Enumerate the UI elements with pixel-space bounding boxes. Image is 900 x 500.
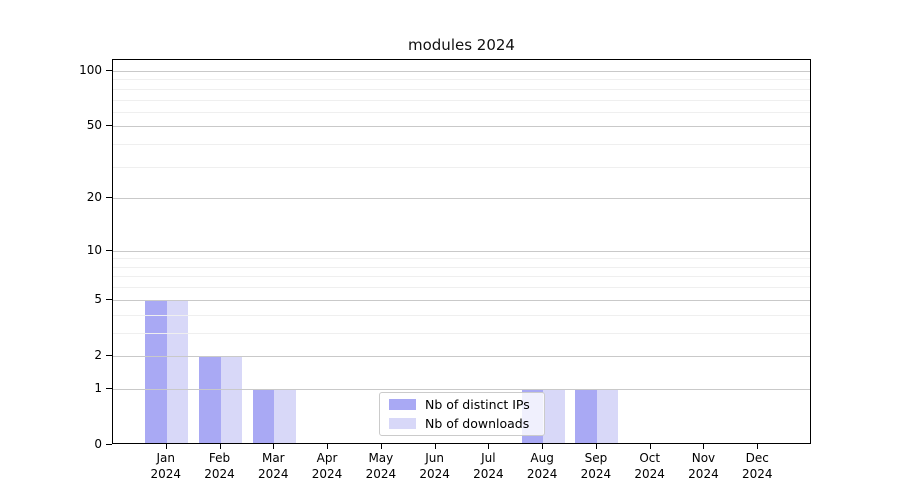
month-label: Dec	[745, 451, 769, 465]
x-tick-label: Jul 2024	[446, 450, 530, 482]
year-label: 2024	[150, 467, 182, 481]
chart-title: modules 2024	[408, 36, 515, 54]
y-tick-label: 0	[94, 437, 102, 451]
month-label: Mar	[261, 451, 285, 465]
month-label: Aug	[530, 451, 554, 465]
bar-downloads	[543, 388, 565, 443]
year-label: 2024	[365, 467, 397, 481]
year-label: 2024	[204, 467, 235, 481]
x-tick-mark	[595, 444, 597, 449]
y-tick-label: 2	[94, 347, 102, 362]
bars-layer	[113, 60, 810, 443]
year-label: 2024	[580, 467, 612, 481]
x-tick-label: Nov 2024	[661, 450, 745, 482]
x-tick-label: Apr 2024	[285, 450, 369, 482]
month-label: Jun	[425, 451, 444, 465]
x-tick-mark	[757, 444, 759, 449]
x-tick-mark	[649, 444, 651, 449]
x-tick-label: May 2024	[339, 450, 423, 482]
legend: Nb of distinct IPs Nb of downloads	[379, 392, 545, 436]
y-tick-mark	[106, 70, 112, 71]
x-tick-label: Jan 2024	[124, 450, 208, 482]
year-label: 2024	[634, 467, 665, 481]
x-tick-label: Feb 2024	[178, 450, 262, 482]
month-label: May	[368, 451, 394, 465]
bar-downloads	[596, 388, 619, 443]
bar-downloads	[220, 355, 243, 443]
month-label: Oct	[639, 451, 661, 465]
x-tick-mark	[542, 444, 544, 449]
bar-downloads	[274, 388, 296, 443]
x-tick-mark	[165, 444, 167, 449]
bar-downloads	[166, 299, 189, 443]
year-label: 2024	[473, 467, 504, 481]
x-tick-label: Oct 2024	[608, 450, 692, 482]
month-label: Feb	[208, 451, 231, 465]
x-tick-mark	[327, 444, 329, 449]
y-tick-mark	[106, 387, 112, 389]
y-tick-label: 50	[86, 118, 102, 133]
y-tick-mark	[106, 298, 112, 300]
x-tick-mark	[488, 444, 490, 449]
month-label: Jul	[481, 451, 496, 465]
month-label: Sep	[584, 451, 608, 465]
y-tick-label: 100	[79, 63, 102, 77]
year-label: 2024	[311, 467, 343, 481]
x-tick-mark	[380, 444, 382, 449]
y-tick-mark	[106, 249, 112, 251]
y-tick-mark	[106, 125, 112, 127]
x-tick-label: Dec 2024	[715, 450, 799, 482]
distinct-ips-swatch-icon	[389, 399, 416, 410]
year-label: 2024	[741, 467, 773, 481]
x-tick-label: Aug 2024	[500, 450, 584, 482]
y-tick-label: 20	[86, 190, 102, 205]
year-label: 2024	[419, 467, 450, 481]
bar-distinct-ips	[252, 388, 275, 443]
x-tick-mark	[434, 444, 436, 449]
x-tick-mark	[703, 444, 705, 449]
month-label: Nov	[691, 451, 716, 465]
y-tick-label: 10	[86, 242, 102, 257]
x-tick-mark	[219, 444, 221, 449]
x-tick-label: Mar 2024	[231, 450, 315, 482]
legend-label-distinct-ips: Nb of distinct IPs	[425, 396, 530, 412]
month-label: Jan	[156, 451, 176, 465]
bar-distinct-ips	[575, 388, 597, 443]
y-tick-mark	[106, 444, 112, 445]
year-label: 2024	[688, 467, 719, 481]
bar-distinct-ips	[199, 355, 221, 443]
y-tick-mark	[106, 354, 112, 356]
year-label: 2024	[258, 467, 289, 481]
y-tick-label: 1	[94, 380, 102, 395]
y-tick-label: 5	[94, 291, 102, 306]
bar-distinct-ips	[145, 299, 167, 443]
year-label: 2024	[526, 467, 558, 481]
legend-label-downloads: Nb of downloads	[425, 415, 530, 431]
legend-row-distinct-ips: Nb of distinct IPs	[389, 396, 544, 412]
x-tick-label: Jun 2024	[393, 450, 477, 482]
month-label: Apr	[316, 451, 338, 465]
x-tick-mark	[273, 444, 275, 449]
y-tick-mark	[106, 197, 112, 199]
legend-row-downloads: Nb of downloads	[389, 415, 544, 431]
downloads-swatch-icon	[389, 418, 416, 429]
x-tick-label: Sep 2024	[554, 450, 638, 482]
plot-area	[112, 59, 811, 444]
